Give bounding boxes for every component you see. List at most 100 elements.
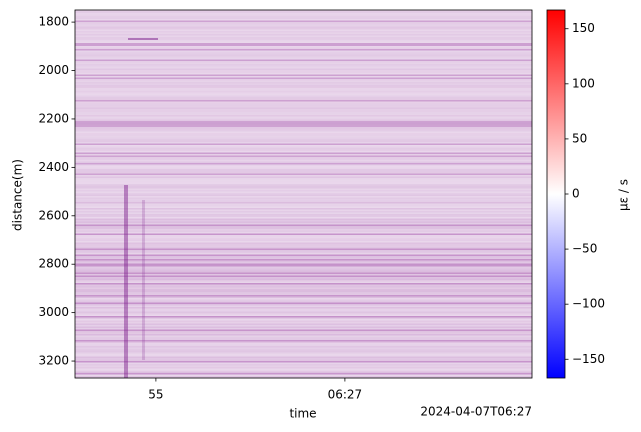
heatmap-row	[75, 136, 532, 138]
heatmap-row	[75, 242, 532, 244]
heatmap-row	[75, 132, 532, 134]
heatmap-row	[75, 53, 532, 55]
heatmap-row	[75, 169, 532, 171]
heatmap-row	[75, 25, 532, 27]
heatmap-row	[75, 363, 532, 365]
heatmap-row	[75, 290, 532, 292]
heatmap-row	[75, 200, 532, 202]
heatmap-row	[75, 190, 532, 192]
heatmap-row	[75, 181, 532, 183]
heatmap-row	[75, 95, 532, 97]
heatmap-row	[75, 82, 532, 84]
heatmap-row	[75, 49, 532, 51]
heatmap-row	[75, 31, 532, 33]
heatmap-row	[75, 310, 532, 312]
heatmap-row	[75, 323, 532, 325]
heatmap-row	[75, 98, 532, 100]
heatmap-row	[75, 137, 532, 139]
heatmap-row	[75, 178, 532, 180]
heatmap-row	[75, 373, 532, 375]
heatmap-row	[75, 13, 532, 15]
heatmap-row	[75, 117, 532, 119]
heatmap-row	[75, 326, 532, 328]
heatmap-row	[75, 259, 532, 261]
heatmap-row	[75, 335, 532, 337]
heatmap-row	[75, 134, 532, 136]
heatmap-row	[75, 356, 532, 358]
heatmap-row	[75, 71, 532, 73]
heatmap-row	[75, 88, 532, 90]
heatmap-row	[75, 325, 532, 327]
heatmap-row	[75, 183, 532, 185]
heatmap-row	[75, 196, 532, 198]
heatmap-row	[75, 163, 532, 165]
heatmap-row	[75, 34, 532, 36]
heatmap-row	[75, 43, 532, 45]
heatmap-row	[75, 211, 532, 213]
x-axis-label: time	[289, 407, 316, 421]
y-tick-label: 1800	[38, 15, 69, 29]
heatmap-row	[75, 100, 532, 102]
heatmap-row	[75, 218, 532, 220]
heatmap-row	[75, 38, 532, 40]
heatmap-row	[75, 97, 532, 99]
heatmap-row	[75, 142, 532, 144]
heatmap-row	[75, 172, 532, 174]
heatmap-row	[75, 263, 532, 265]
heatmap-row	[75, 239, 532, 241]
heatmap-row	[75, 286, 532, 288]
heatmap-row	[75, 238, 532, 240]
heatmap-row	[75, 73, 532, 75]
heatmap-row	[75, 175, 532, 177]
heatmap-row	[75, 128, 532, 130]
heatmap-row	[75, 308, 532, 310]
heatmap-row	[75, 58, 532, 60]
heatmap-row	[75, 151, 532, 153]
heatmap-row	[75, 257, 532, 259]
heatmap-row	[75, 158, 532, 160]
heatmap-row	[75, 127, 532, 129]
heatmap-row	[75, 140, 532, 142]
y-tick-label: 2800	[38, 257, 69, 271]
colorbar-tick-label: −50	[572, 242, 597, 256]
heatmap-row	[75, 197, 532, 199]
heatmap-row	[75, 110, 532, 112]
heatmap-row	[75, 299, 532, 301]
heatmap-row	[75, 352, 532, 354]
heatmap-row	[75, 64, 532, 66]
heatmap-row	[75, 269, 532, 271]
heatmap-row	[75, 340, 532, 342]
heatmap-row	[75, 11, 532, 13]
heatmap-row	[75, 320, 532, 322]
heatmap-row	[75, 155, 532, 157]
heatmap-row	[75, 250, 532, 252]
heatmap-row	[75, 349, 532, 351]
heatmap-row	[75, 52, 532, 54]
heatmap-row	[75, 152, 532, 154]
y-tick-label: 3000	[38, 305, 69, 319]
heatmap-row	[75, 262, 532, 264]
heatmap-row	[75, 280, 532, 282]
heatmap-row	[75, 296, 532, 298]
heatmap-row	[75, 168, 532, 170]
heatmap-row	[75, 17, 532, 19]
heatmap-row	[75, 344, 532, 346]
heatmap-row	[75, 322, 532, 324]
heatmap-row	[75, 278, 532, 280]
heatmap-row	[75, 265, 532, 267]
y-axis-label: distance(m)	[11, 159, 25, 231]
heatmap-row	[75, 79, 532, 81]
heatmap-row	[75, 146, 532, 148]
heatmap-row	[75, 347, 532, 349]
colorbar-tick-label: 150	[572, 21, 595, 35]
heatmap-row	[75, 74, 532, 76]
heatmap-row	[75, 176, 532, 178]
heatmap-row	[75, 367, 532, 369]
heatmap-row	[75, 10, 532, 12]
heatmap-row	[75, 251, 532, 253]
heatmap-row	[75, 93, 532, 95]
colorbar-tick-label: 100	[572, 76, 595, 90]
heatmap-row	[75, 68, 532, 70]
heatmap-row	[75, 161, 532, 163]
heatmap-row	[75, 275, 532, 277]
